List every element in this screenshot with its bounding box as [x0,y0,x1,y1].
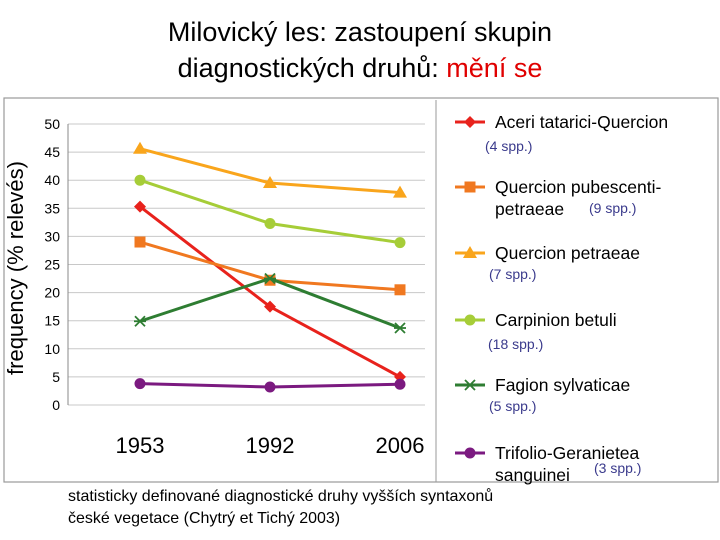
series-2 [133,141,407,198]
data-point [464,379,476,391]
series-4 [134,272,406,334]
data-point [264,274,276,286]
y-tick-label: 45 [44,144,60,160]
legend-label: sanguinei [495,465,570,485]
legend-species-count: (4 spp.) [485,138,532,154]
legend-species-count: (7 spp.) [489,266,536,282]
legend-label: Trifolio-Geranietea [495,443,640,463]
legend: Aceri tatarici-Quercion (4 spp.) Quercion … [455,112,668,485]
y-tick-label: 10 [44,341,60,357]
data-point [134,378,146,390]
y-tick-label: 30 [44,228,60,244]
data-point [393,185,407,198]
legend-species-count: (3 spp.) [594,460,641,476]
data-point [394,322,406,334]
data-point [263,176,277,189]
data-point [464,314,476,326]
series-3 [134,174,406,249]
chart-frame [3,97,719,483]
data-point [394,284,406,296]
star-stroke [464,379,476,391]
y-tick-label: 50 [44,116,60,132]
star-stroke [264,272,276,285]
legend-item-2: Quercion petraeae (7 spp.) [455,243,640,282]
series-group [133,141,407,393]
x-tick-label: 1953 [116,433,165,458]
y-tick-labels: 0 5 10 15 20 25 30 35 40 45 50 [44,116,60,413]
data-point [264,300,276,313]
data-point [134,236,146,248]
x-tick-label: 2006 [376,433,425,458]
y-tick-label: 35 [44,200,60,216]
title-line-1: Milovický les: zastoupení skupin [167,17,553,47]
star-stroke [394,322,406,334]
y-tick-label: 20 [44,285,60,301]
y-tick-label: 25 [44,257,60,273]
legend-label: Fagion sylvaticae [495,375,630,395]
data-point [264,217,276,229]
legend-species-count: (9 spp.) [589,200,636,216]
star-stroke [134,315,146,327]
line-chart: 0 5 10 15 20 25 30 35 40 45 50 1953 1992 2006 freque… [3,97,719,485]
legend-item-4: Fagion sylvaticae (5 spp.) [455,375,630,414]
legend-label: Quercion pubescenti- [495,177,662,197]
series-0 [134,200,406,383]
caption-line-1: statisticky definované diagnostické druh… [68,488,494,505]
data-point [394,237,406,249]
title-line-2: diagnostických druhů: mění se [0,50,720,86]
data-point [134,174,146,186]
data-point [133,141,147,154]
title-line-2-main: diagnostických druhů: [177,53,447,83]
caption-line-2: české vegetace (Chytrý et Tichý 2003) [68,510,341,527]
data-point [264,381,276,393]
legend-item-3: Carpinion betuli (18 spp.) [455,310,617,352]
y-axis-label: frequency (% relevés) [3,161,28,375]
x-tick-label: 1992 [246,433,295,458]
data-point [134,200,146,213]
legend-label: Quercion petraeae [495,243,640,263]
legend-species-count: (5 spp.) [489,398,536,414]
data-point [394,378,406,390]
y-tick-label: 15 [44,313,60,329]
y-tick-label: 5 [52,369,60,385]
legend-item-0: Aceri tatarici-Quercion (4 spp.) [455,112,668,154]
caption: statisticky definované diagnostické druh… [68,486,493,530]
legend-species-count: (18 spp.) [488,336,543,352]
series-5 [134,378,406,393]
data-point [264,272,276,285]
data-point [463,246,477,258]
series-1 [134,236,406,296]
data-point [134,315,146,327]
x-tick-labels: 1953 1992 2006 [116,433,425,458]
legend-label: petraeae [495,199,564,219]
y-tick-label: 0 [52,397,60,413]
title-highlight: mění se [446,53,543,83]
slide-title: Milovický les: zastoupení skupin diagnos… [0,14,720,86]
data-point [464,116,476,128]
data-point [464,447,476,459]
data-point [464,181,476,193]
grid-lines [67,123,425,406]
legend-label: Carpinion betuli [495,310,617,330]
y-tick-label: 40 [44,172,60,188]
legend-label: Aceri tatarici-Quercion [495,112,668,132]
legend-item-1: Quercion pubescenti-petraeae (9 spp.) [455,177,662,219]
